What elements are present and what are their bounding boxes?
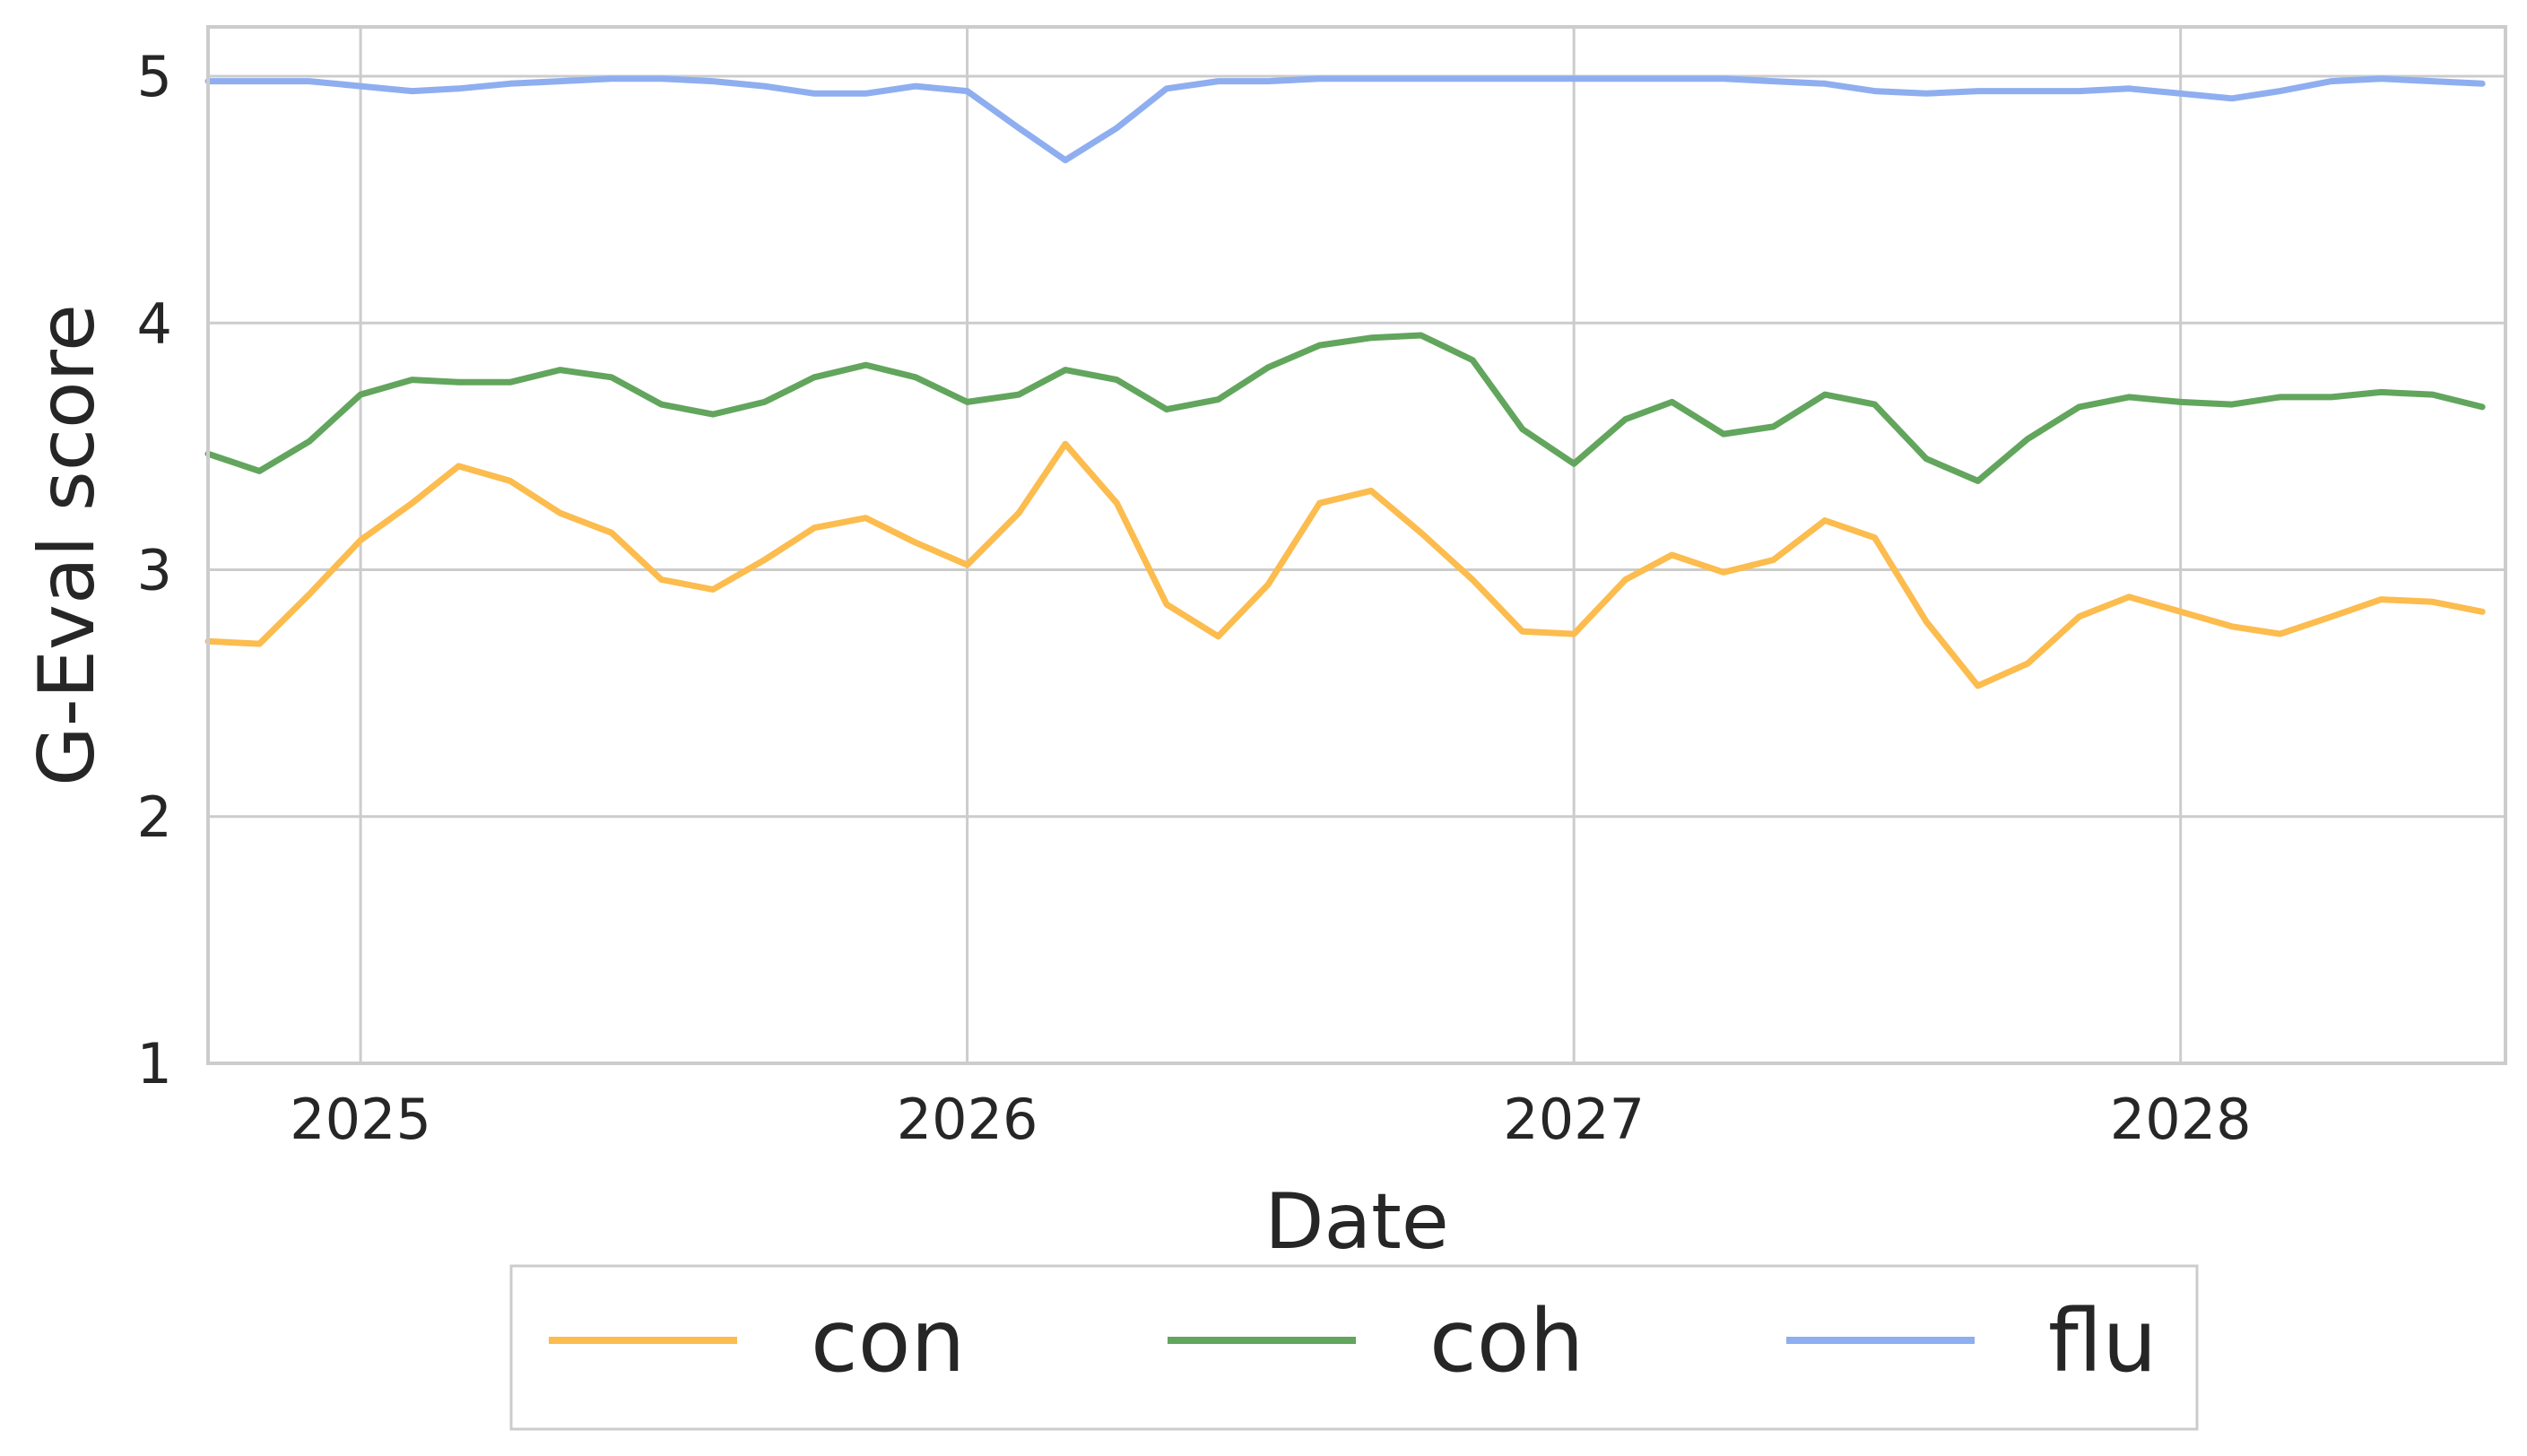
y-tick-label: 2 xyxy=(137,784,172,850)
series-line-flu xyxy=(204,75,2486,164)
series-lines xyxy=(204,75,2486,689)
series-line-con xyxy=(204,440,2486,689)
x-tick-label: 2026 xyxy=(897,1087,1038,1152)
x-tick-label: 2027 xyxy=(1503,1087,1645,1152)
y-axis-label: G-Eval score xyxy=(22,304,112,786)
series-line-coh xyxy=(204,332,2486,484)
x-tick-label: 2025 xyxy=(290,1087,431,1152)
y-tick-label: 1 xyxy=(137,1031,172,1096)
legend-label-coh: coh xyxy=(1429,1291,1584,1391)
x-axis-ticks: 2025 2026 2027 2028 xyxy=(290,1087,2251,1152)
y-tick-label: 4 xyxy=(137,290,172,356)
y-tick-label: 3 xyxy=(137,538,172,603)
y-axis-ticks: 1 2 3 4 5 xyxy=(137,44,172,1096)
y-tick-label: 5 xyxy=(137,44,172,109)
legend-label-flu: flu xyxy=(2048,1291,2157,1391)
legend: con coh flu xyxy=(509,1264,2199,1431)
plot-frame xyxy=(206,25,2507,1065)
x-axis-label: Date xyxy=(1264,1177,1449,1267)
legend-label-con: con xyxy=(811,1291,965,1391)
x-tick-label: 2028 xyxy=(2110,1087,2252,1152)
legend-frame xyxy=(509,1264,2199,1431)
